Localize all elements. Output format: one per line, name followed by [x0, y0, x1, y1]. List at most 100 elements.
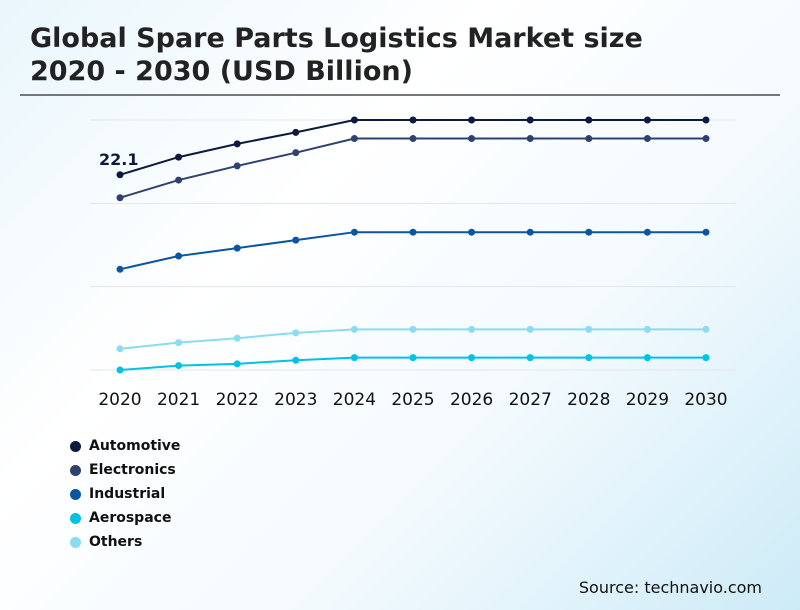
data-point: [233, 162, 241, 170]
data-point: [233, 140, 241, 148]
data-point: [175, 339, 183, 347]
legend-item-automotive: Automotive: [70, 434, 180, 458]
x-tick-label: 2024: [333, 390, 376, 410]
x-axis-ticks: 2020 2021 2022 2023 2024 2025 2026 2027 2028 2029…: [98, 390, 727, 410]
series-line: [119, 231, 706, 271]
legend-dot-icon: [70, 488, 81, 500]
x-tick-label: 2023: [274, 390, 317, 410]
x-tick-label: 2020: [98, 390, 141, 410]
data-point: [116, 171, 124, 179]
series-others: [116, 325, 710, 353]
series-line: [119, 119, 706, 176]
data-point: [350, 228, 358, 236]
series-automotive: [116, 116, 710, 179]
data-point: [175, 153, 183, 161]
x-tick-label: 2030: [684, 390, 727, 410]
legend-dot-icon: [70, 536, 81, 548]
data-point: [350, 116, 358, 124]
data-point: [409, 354, 417, 362]
title-divider: [20, 94, 780, 96]
data-point: [292, 149, 300, 157]
data-point: [585, 116, 593, 124]
source-credit: Source: technavio.com: [578, 578, 762, 597]
data-point: [350, 354, 358, 362]
legend-dot-icon: [70, 512, 81, 524]
series-lines: [116, 116, 710, 374]
legend-item-others: Others: [70, 530, 180, 554]
legend-dot-icon: [70, 464, 81, 476]
data-point: [116, 345, 124, 353]
data-point: [292, 329, 300, 337]
x-tick-label: 2022: [216, 390, 259, 410]
x-tick-label: 2029: [626, 390, 669, 410]
data-point: [643, 325, 651, 333]
data-point: [116, 366, 124, 374]
data-point: [702, 116, 710, 124]
data-point: [702, 228, 710, 236]
data-point: [175, 176, 183, 184]
annotations: 22.1: [99, 150, 138, 169]
data-point: [292, 236, 300, 244]
data-point: [350, 135, 358, 143]
data-point: [409, 116, 417, 124]
data-point: [643, 228, 651, 236]
series-industrial: [116, 228, 710, 273]
data-point: [350, 325, 358, 333]
chart-title: Global Spare Parts Logistics Market size…: [30, 22, 643, 88]
data-point: [468, 354, 476, 362]
data-point: [702, 325, 710, 333]
legend-label: Industrial: [89, 486, 166, 502]
data-point: [468, 116, 476, 124]
data-point: [526, 354, 534, 362]
data-point: [175, 252, 183, 260]
data-label: 22.1: [99, 150, 138, 169]
data-point: [643, 354, 651, 362]
data-point: [292, 356, 300, 364]
data-point: [526, 116, 534, 124]
data-point: [526, 228, 534, 236]
legend-label: Electronics: [89, 462, 176, 478]
title-line-1: Global Spare Parts Logistics Market size: [30, 23, 643, 54]
data-point: [643, 135, 651, 143]
legend-dot-icon: [70, 440, 81, 452]
x-tick-label: 2021: [157, 390, 200, 410]
data-point: [175, 362, 183, 370]
x-tick-label: 2027: [509, 390, 552, 410]
data-point: [292, 128, 300, 136]
data-point: [585, 228, 593, 236]
data-point: [468, 228, 476, 236]
x-tick-label: 2026: [450, 390, 493, 410]
data-point: [468, 325, 476, 333]
series-line: [119, 137, 706, 199]
legend-label: Automotive: [89, 438, 181, 454]
data-point: [526, 135, 534, 143]
data-point: [233, 334, 241, 342]
x-tick-label: 2028: [567, 390, 610, 410]
data-point: [233, 360, 241, 368]
series-electronics: [116, 135, 710, 202]
data-point: [409, 135, 417, 143]
legend-item-aerospace: Aerospace: [70, 506, 180, 530]
x-tick-label: 2025: [391, 390, 434, 410]
series-aerospace: [116, 354, 710, 374]
data-point: [585, 135, 593, 143]
data-point: [702, 135, 710, 143]
legend-item-industrial: Industrial: [70, 482, 180, 506]
data-point: [468, 135, 476, 143]
data-point: [526, 325, 534, 333]
legend-item-electronics: Electronics: [70, 458, 180, 482]
data-point: [643, 116, 651, 124]
data-point: [702, 354, 710, 362]
legend: Automotive Electronics Industrial Aerospace…: [70, 434, 180, 554]
data-point: [233, 244, 241, 252]
data-point: [409, 228, 417, 236]
data-point: [116, 265, 124, 273]
data-point: [585, 354, 593, 362]
data-point: [116, 194, 124, 202]
data-point: [409, 325, 417, 333]
title-line-2: 2020 - 2030 (USD Billion): [30, 56, 413, 87]
legend-label: Aerospace: [89, 510, 172, 526]
line-chart: 2020 2021 2022 2023 2024 2025 2026 2027 2028 2029…: [90, 116, 736, 410]
legend-label: Others: [89, 534, 143, 550]
data-point: [585, 325, 593, 333]
